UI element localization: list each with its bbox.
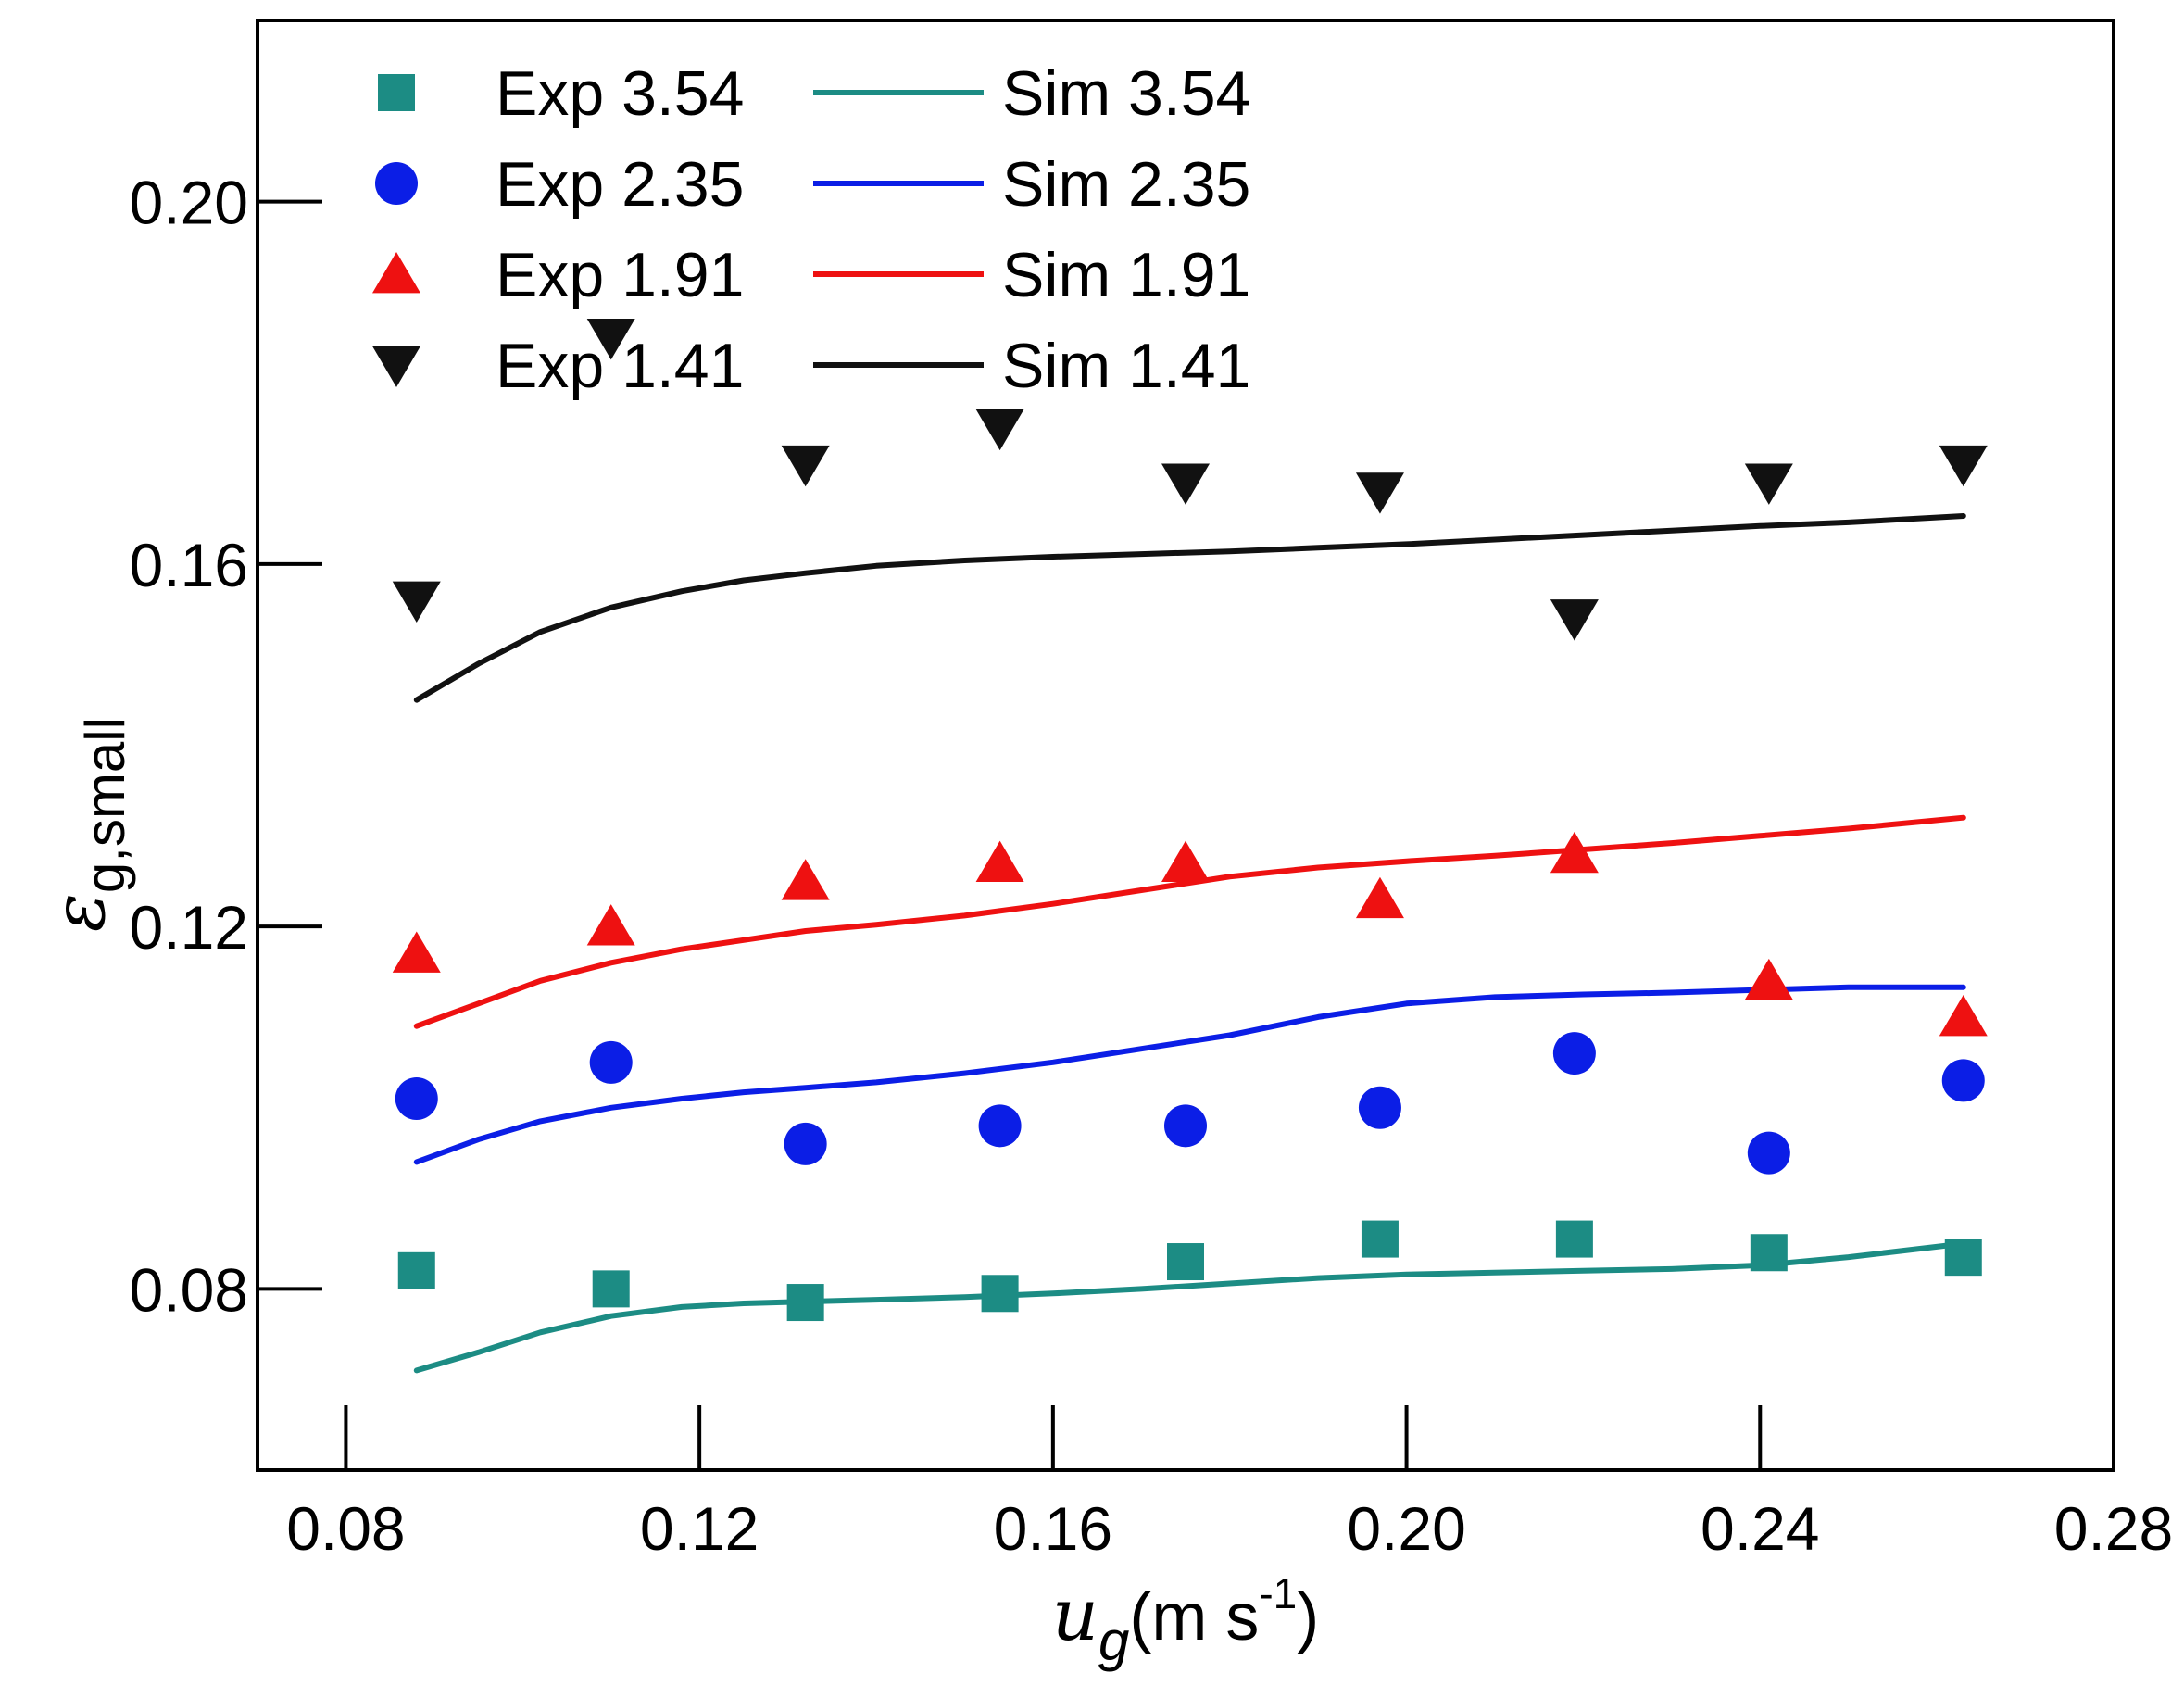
exp-point-1	[1747, 1131, 1790, 1175]
exp-point-2	[586, 904, 635, 946]
exp-point-2	[1744, 958, 1793, 1000]
x-tick-label: 0.20	[1347, 1494, 1465, 1563]
exp-point-0	[1167, 1243, 1204, 1281]
legend-sim-label: Sim 2.35	[1002, 149, 1250, 220]
exp-point-3	[392, 581, 441, 623]
x-tick-label: 0.16	[994, 1494, 1112, 1563]
legend-sim-label: Sim 1.91	[1002, 240, 1250, 310]
y-axis-title: εg,small	[38, 717, 136, 932]
y-axis-subscript: g,small	[74, 717, 136, 893]
exp-point-1	[589, 1040, 633, 1084]
exp-point-0	[397, 1251, 435, 1289]
sim-line-3	[413, 513, 1966, 703]
x-axis: 0.08 0.12 0.16 0.20 0.24 0.28	[286, 1405, 2173, 1563]
exp-point-3	[1744, 463, 1793, 505]
exp-point-1	[1941, 1059, 1985, 1102]
exp-point-1	[1552, 1032, 1596, 1075]
legend-exp-label: Exp 3.54	[496, 58, 744, 129]
exp-point-3	[1550, 599, 1599, 641]
exp-point-2	[975, 840, 1024, 883]
legend-exp-label: Exp 1.91	[496, 240, 744, 310]
y-tick-label: 0.08	[130, 1255, 248, 1324]
exp-point-2	[1939, 994, 1988, 1037]
exp-point-1	[784, 1122, 827, 1165]
y-axis-symbol: ε	[38, 893, 121, 932]
exp-point-2	[1161, 840, 1210, 883]
exp-point-1	[395, 1076, 438, 1120]
x-axis-subscript: g	[1098, 1610, 1129, 1672]
exp-point-2	[781, 859, 830, 900]
x-axis-unit-close: )	[1297, 1580, 1319, 1654]
x-axis-title: ug(m s-1)	[1052, 1569, 1319, 1672]
legend-exp-label: Exp 1.41	[496, 331, 744, 401]
exp-point-1	[1164, 1104, 1207, 1148]
sim-line-2	[413, 814, 1966, 1029]
sim-line-1	[413, 984, 1966, 1165]
y-tick-label: 0.12	[130, 893, 248, 962]
x-axis-unit: (m s	[1129, 1580, 1259, 1654]
exp-point-3	[1355, 472, 1404, 514]
exp-point-0	[1361, 1220, 1399, 1258]
simulation-lines	[413, 513, 1966, 1374]
exp-point-1	[978, 1104, 1022, 1148]
legend-exp-label: Exp 2.35	[496, 149, 744, 220]
exp-point-2	[392, 931, 441, 973]
sim-line-0	[413, 1240, 1966, 1374]
y-tick-label: 0.16	[130, 531, 248, 599]
y-tick-label: 0.20	[130, 169, 248, 237]
legend: Exp 3.54 Sim 3.54 Exp 2.35 Sim 2.35 Exp 1.91…	[372, 58, 1250, 401]
experimental-markers	[392, 318, 1988, 1322]
exp-point-1	[1358, 1086, 1401, 1129]
exp-point-0	[1944, 1239, 1982, 1277]
x-tick-label: 0.08	[286, 1494, 405, 1563]
legend-marker-1	[375, 162, 418, 205]
legend-marker-0	[378, 74, 415, 111]
exp-point-0	[981, 1275, 1019, 1313]
legend-marker-2	[372, 252, 420, 294]
x-tick-label: 0.28	[2054, 1494, 2173, 1563]
exp-point-3	[586, 318, 635, 360]
exp-point-2	[1550, 831, 1599, 874]
plot-area	[256, 19, 2115, 1472]
x-axis-symbol: u	[1052, 1574, 1098, 1657]
x-tick-label: 0.12	[640, 1494, 759, 1563]
exp-point-3	[781, 445, 830, 487]
exp-point-0	[786, 1284, 824, 1322]
legend-marker-3	[372, 346, 420, 387]
exp-point-0	[592, 1270, 630, 1308]
exp-point-2	[1355, 876, 1404, 919]
x-tick-label: 0.24	[1701, 1494, 1819, 1563]
legend-sim-label: Sim 1.41	[1002, 331, 1250, 401]
y-axis: 0.08 0.12 0.16 0.20	[130, 169, 322, 1324]
x-axis-unit-exponent: -1	[1259, 1569, 1297, 1617]
exp-point-3	[975, 409, 1024, 451]
exp-point-3	[1939, 445, 1988, 487]
exp-point-0	[1555, 1220, 1593, 1258]
legend-sim-label: Sim 3.54	[1002, 58, 1250, 129]
exp-point-3	[1161, 463, 1210, 505]
exp-point-0	[1750, 1234, 1788, 1272]
